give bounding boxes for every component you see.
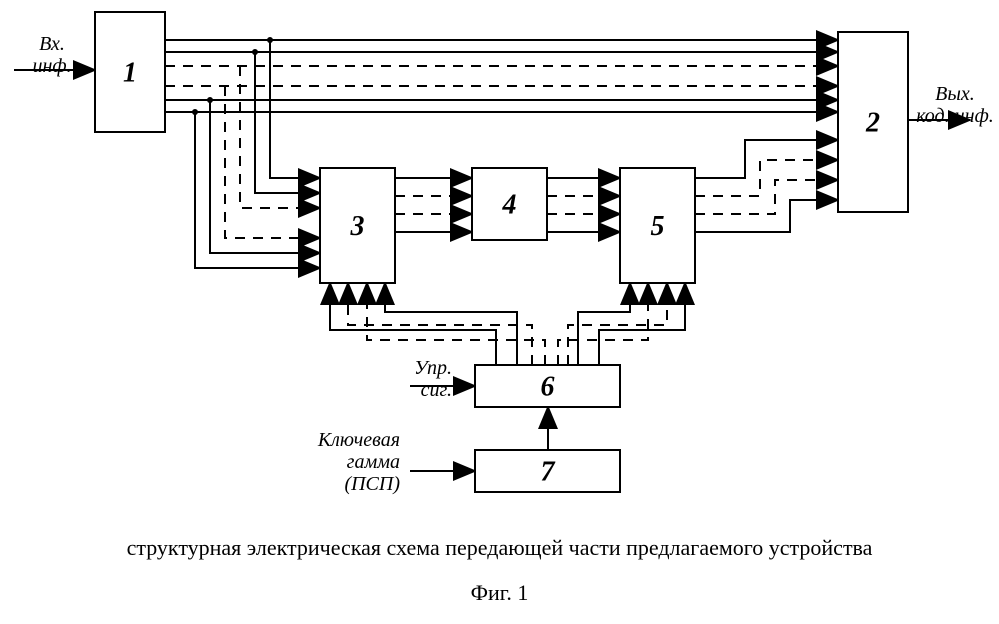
svg-text:гамма: гамма	[347, 451, 400, 473]
svg-text:Вых.: Вых.	[935, 83, 975, 105]
svg-text:Упр.: Упр.	[414, 357, 452, 379]
caption: структурная электрическая схема передающ…	[127, 535, 873, 560]
block-label-b7: 7	[541, 456, 556, 487]
svg-text:код. инф.: код. инф.	[916, 105, 994, 127]
block-label-b3: 3	[350, 211, 365, 242]
svg-text:сиг.: сиг.	[421, 379, 452, 401]
block-label-b6: 6	[541, 371, 555, 402]
block-label-b2: 2	[865, 107, 880, 138]
svg-text:(ПСП): (ПСП)	[344, 473, 400, 495]
svg-text:Ключевая: Ключевая	[317, 429, 400, 451]
figure-label: Фиг. 1	[471, 580, 529, 605]
svg-text:инф.: инф.	[32, 55, 71, 77]
block-label-b4: 4	[502, 189, 517, 220]
svg-text:Вх.: Вх.	[39, 33, 65, 55]
block-label-b5: 5	[651, 211, 665, 242]
block-label-b1: 1	[123, 57, 137, 88]
